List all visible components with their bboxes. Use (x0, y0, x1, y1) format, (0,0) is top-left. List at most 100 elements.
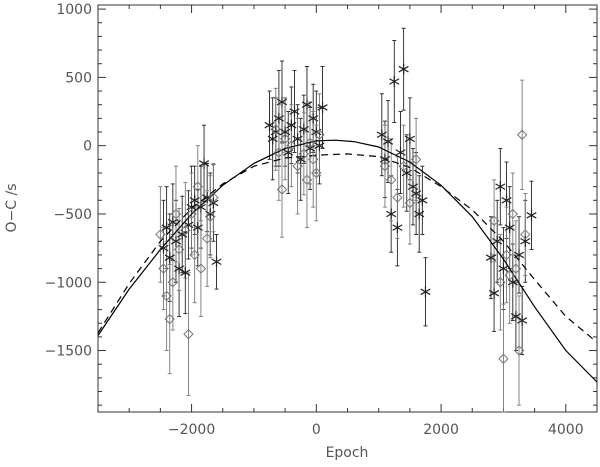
asterisk-point (170, 235, 182, 247)
asterisk-point (211, 256, 222, 268)
asterisk-point (286, 119, 297, 131)
diamond-point (501, 249, 512, 261)
diamond-point (513, 345, 525, 356)
diamond-point (498, 353, 509, 364)
diamond-point (164, 313, 175, 325)
asterisk-point (395, 147, 406, 159)
y-tick-label: 1000 (56, 2, 92, 18)
asterisk-point (414, 208, 425, 220)
asterisk-point (158, 242, 169, 254)
asterisk-point (304, 142, 316, 154)
y-tick-labels: 1000 500 0 −500 −1000 −1500 (45, 2, 92, 359)
asterisk-point (264, 119, 275, 131)
y-axis-label: O−C /s (4, 184, 20, 233)
data-markers (155, 63, 537, 364)
diamond-point (410, 154, 422, 165)
diamond-point (392, 192, 403, 203)
asterisk-point (520, 235, 531, 247)
asterisk-point (273, 112, 284, 124)
diamond-point (314, 129, 325, 140)
diamond-point (276, 184, 288, 195)
diamond-point (158, 263, 169, 274)
diamond-point (495, 277, 506, 288)
asterisk-point (167, 216, 178, 228)
diamond-point (292, 160, 303, 172)
diamond-point (195, 263, 207, 274)
diamond-point (180, 225, 191, 236)
diamond-point (170, 208, 182, 220)
x-tick-label: 4000 (548, 422, 584, 438)
diamond-point (379, 160, 391, 172)
asterisk-point (314, 140, 325, 152)
asterisk-point (301, 99, 313, 111)
asterisk-point (495, 181, 506, 193)
asterisk-point (376, 129, 387, 141)
asterisk-point (192, 222, 203, 234)
diamond-point (155, 229, 166, 240)
diamond-point (385, 174, 397, 186)
x-tick-label: 2000 (423, 422, 459, 438)
y-tick-label: 500 (65, 70, 92, 86)
diamond-point (273, 147, 285, 158)
diamond-point (208, 192, 219, 203)
x-tick-labels: −2000 0 2000 4000 (168, 422, 584, 438)
asterisk-point (289, 106, 300, 118)
model-curves (97, 139, 598, 383)
x-tick-label: −2000 (168, 422, 215, 438)
asterisk-point (417, 194, 428, 206)
asterisk-point (411, 187, 422, 199)
diamond-point (507, 208, 519, 220)
asterisk-point (189, 194, 200, 206)
dashed-model-curve (97, 153, 598, 343)
diamond-point (270, 124, 281, 135)
y-tick-label: −1500 (45, 344, 92, 360)
y-tick-label: −1000 (45, 275, 92, 291)
asterisk-point (492, 235, 503, 247)
diamond-point (516, 129, 528, 140)
diamond-point (173, 244, 185, 255)
y-tick-label: −500 (54, 207, 92, 223)
diamond-point (298, 148, 310, 160)
diamond-point (510, 263, 522, 274)
asterisk-point (488, 287, 500, 299)
diamond-point (189, 249, 200, 261)
asterisk-point (195, 201, 207, 213)
x-axis-label: Epoch (326, 445, 369, 461)
asterisk-point (208, 197, 219, 209)
diamond-point (398, 160, 409, 172)
diamond-point (304, 137, 316, 149)
diamond-point (488, 215, 500, 226)
asterisk-point (404, 133, 415, 145)
diamond-point (205, 211, 216, 222)
asterisk-point (292, 133, 303, 145)
asterisk-point (180, 267, 191, 279)
asterisk-point (501, 194, 512, 206)
axis-ticks (97, 5, 598, 412)
asterisk-point (386, 208, 397, 220)
asterisk-point (276, 96, 288, 108)
asterisk-point (389, 75, 400, 87)
diamond-point (279, 133, 291, 145)
diamond-point (404, 197, 416, 209)
asterisk-point (298, 123, 309, 135)
diamond-point (161, 290, 172, 302)
y-tick-label: 0 (83, 139, 92, 155)
diamond-point (167, 277, 179, 288)
asterisk-point (379, 153, 391, 165)
diamond-point (301, 174, 313, 186)
asterisk-point (485, 252, 497, 264)
diamond-point (186, 208, 197, 220)
diamond-point (192, 181, 204, 192)
diamond-point (286, 140, 297, 151)
error-bars (158, 27, 534, 413)
asterisk-point (526, 209, 537, 221)
asterisk-point (498, 263, 509, 275)
asterisk-point (382, 136, 394, 148)
asterisk-point (198, 157, 210, 169)
diamond-point (520, 229, 531, 240)
asterisk-point (513, 249, 525, 261)
x-tick-label: 0 (312, 422, 321, 438)
diamond-point (311, 167, 322, 179)
asterisk-point (392, 222, 403, 234)
